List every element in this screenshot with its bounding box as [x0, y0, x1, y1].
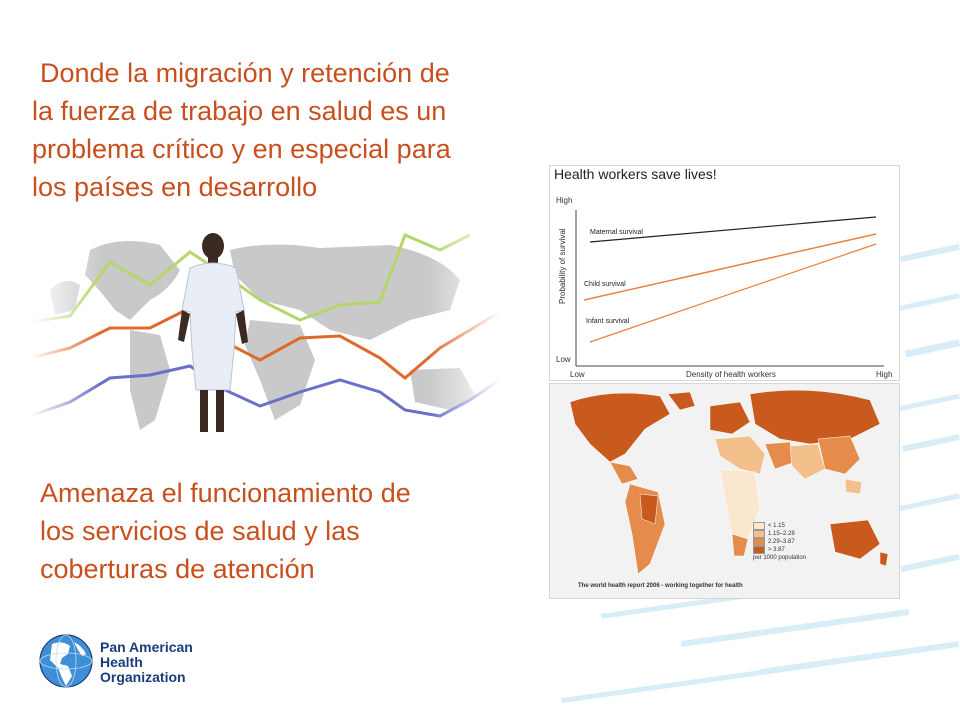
paho-globe-logo-icon	[39, 634, 93, 688]
health-worker-figure	[178, 233, 248, 432]
maternal-survival-label: Maternal survival	[590, 229, 643, 236]
x-axis-label: Density of health workers	[686, 370, 776, 379]
headline-line-4: los países en desarrollo	[32, 172, 318, 202]
headline-line-2: la fuerza de trabajo en salud es un	[32, 96, 447, 126]
paho-logo-text: Pan American Health Organization	[100, 640, 193, 685]
survival-chart-panel: Health workers save lives! High Low Low …	[549, 165, 900, 381]
body-line-1: Amenaza el funcionamiento de	[40, 478, 411, 508]
headline-text: Donde la migración y retención de la fue…	[32, 54, 532, 206]
legend-label-4: > 3.87	[768, 547, 785, 553]
health-worker-density-map: < 1.15 1.15–2.28 2.29–3.87 > 3.87 per 10…	[549, 383, 900, 599]
legend-swatch-3	[753, 538, 765, 546]
logo-line-2: Health	[100, 654, 143, 670]
maternal-survival-line	[589, 216, 877, 243]
body-line-3: coberturas de atención	[40, 554, 315, 584]
body-text: Amenaza el funcionamiento de los servici…	[40, 474, 500, 588]
child-survival-line	[583, 233, 877, 301]
infant-survival-label: Infant survival	[586, 318, 630, 325]
map-credit: The world health report 2006 - working t…	[578, 583, 743, 589]
body-line-2: los servicios de salud y las	[40, 516, 360, 546]
legend-swatch-2	[753, 530, 765, 538]
legend-label-1: < 1.15	[768, 523, 785, 529]
y-high-label: High	[556, 196, 572, 205]
legend-label-3: 2.29–3.87	[768, 539, 795, 545]
health-worker-illustration	[30, 230, 500, 436]
y-axis-label: Probability of survival	[558, 228, 567, 304]
legend-row-1: < 1.15	[753, 522, 806, 530]
legend-note: per 1000 population	[753, 555, 807, 561]
y-low-label: Low	[556, 355, 571, 364]
survival-chart: High Low Low High Density of health work…	[556, 196, 892, 379]
logo-line-1: Pan American	[100, 639, 193, 655]
logo-line-3: Organization	[100, 669, 186, 685]
survival-chart-title: Health workers save lives!	[554, 166, 717, 182]
map-legend: < 1.15 1.15–2.28 2.29–3.87 > 3.87 per 10…	[753, 522, 806, 562]
legend-row-4: > 3.87	[753, 546, 806, 554]
headline-line-1: Donde la migración y retención de	[40, 58, 450, 88]
legend-swatch-1	[753, 522, 765, 530]
world-choropleth-map	[569, 389, 889, 575]
child-survival-label: Child survival	[584, 281, 626, 288]
legend-swatch-4	[753, 546, 765, 554]
legend-row-3: 2.29–3.87	[753, 538, 806, 546]
headline-line-3: problema crítico y en especial para	[32, 134, 451, 164]
legend-label-2: 1.15–2.28	[768, 531, 795, 537]
x-high-label: High	[876, 370, 892, 379]
infant-survival-line	[589, 243, 877, 343]
x-low-label: Low	[570, 370, 585, 379]
legend-row-2: 1.15–2.28	[753, 530, 806, 538]
